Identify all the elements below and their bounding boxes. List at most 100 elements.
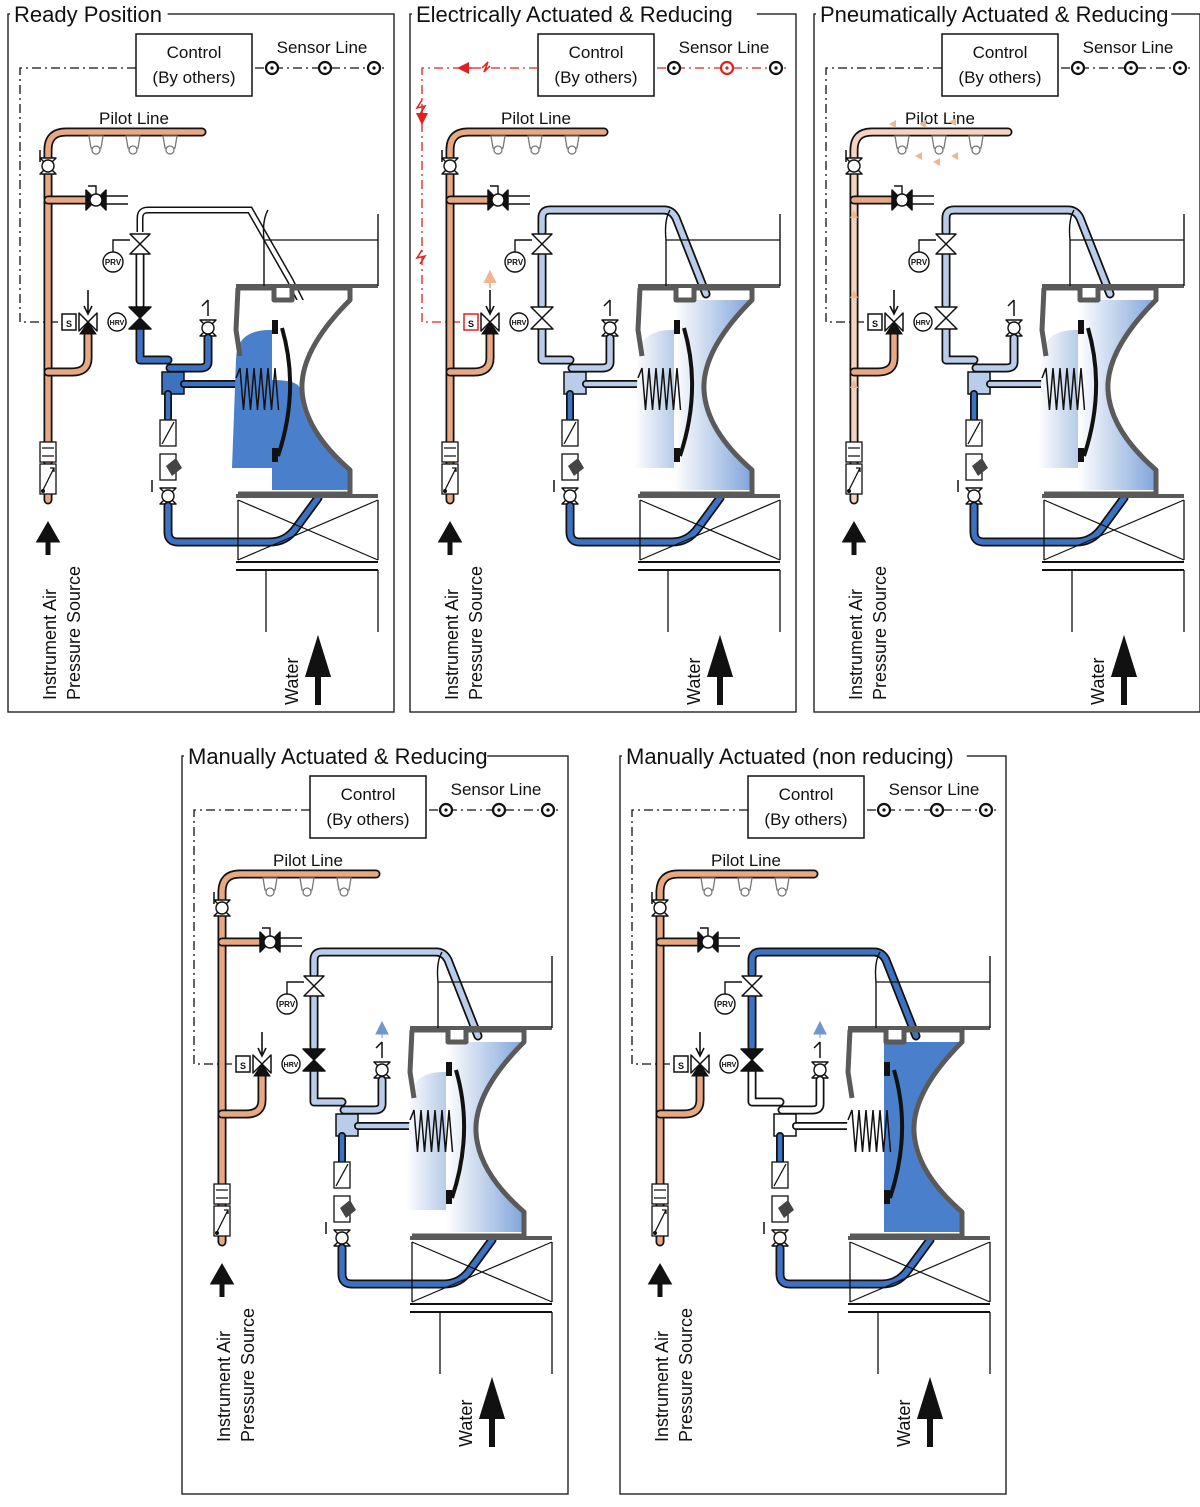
sensor-detector-dot: [270, 66, 274, 70]
sprinkler-deflector-icon: [493, 145, 503, 155]
signal-bolt-icon: [415, 99, 427, 115]
outlet-pipe-outline: [874, 951, 991, 1028]
diaphragm-clamp: [1078, 448, 1084, 462]
sensor-detector-dot: [546, 808, 550, 812]
air-release-arrow-icon: [889, 120, 896, 128]
trim-line-pipe: [537, 325, 575, 365]
sprinkler-head-icon: [527, 135, 543, 149]
valve-body-outline: [850, 1027, 965, 1239]
trim-line-pipe: [747, 1067, 785, 1107]
actuator-valve-port: [885, 321, 903, 335]
drain-outlet-pipe: [106, 195, 128, 205]
sensor-line-label: Sensor Line: [1083, 38, 1174, 57]
sensor-detector-dot: [497, 808, 501, 812]
prv-outlet-pipe-fill: [311, 949, 481, 1039]
release-pipe-fill: [341, 1077, 385, 1113]
actuator-vent-icon: [485, 290, 495, 316]
regulator-dot: [847, 489, 851, 493]
hrv-label: HRV: [916, 320, 931, 327]
valve-bonnet-outline: [233, 287, 243, 357]
inlet-flange: [236, 561, 378, 571]
control-box: [747, 775, 865, 839]
regulator-dot: [41, 489, 45, 493]
regulator-dot: [215, 1231, 219, 1235]
sprinkler-head-icon: [88, 135, 104, 149]
solenoid-box: [463, 313, 479, 331]
hrv-label: HRV: [284, 1062, 299, 1069]
hrv-icon: [509, 312, 529, 332]
air-release-arrow-icon: [919, 120, 926, 128]
air-filter-icon: [651, 1183, 669, 1205]
pilot-drain-ball: [263, 935, 277, 949]
drain-outlet-pipe: [718, 937, 740, 947]
solenoid-label: S: [468, 319, 474, 329]
solenoid-label: S: [872, 319, 878, 329]
control-sublabel: (By others): [326, 810, 409, 829]
sprinkler-deflector-icon: [128, 145, 138, 155]
control-signal-line: [421, 67, 538, 323]
control-box: [135, 33, 253, 97]
sprinkler-deflector-icon: [265, 887, 275, 897]
panel-frame: [7, 13, 395, 713]
trim-line-pipe: [309, 1067, 347, 1107]
prv-valve-icon: [129, 233, 151, 255]
release-vent-icon: [1007, 299, 1015, 316]
water-inlet-arrow-icon: [478, 1376, 506, 1447]
control-sublabel: (By others): [152, 68, 235, 87]
diaphragm-spring-icon: [637, 367, 682, 411]
prv-sense-line: [112, 239, 130, 252]
pilot-drain-ball: [701, 935, 715, 949]
sprinkler-head-icon: [490, 135, 506, 149]
pilot-isolation-valve-icon-ball: [215, 901, 229, 915]
check-valve-mark: [340, 1200, 356, 1218]
air-filter-icon: [441, 441, 459, 463]
control-label: Control: [569, 43, 624, 62]
sprinkler-head-icon: [774, 877, 790, 891]
panel-pneumatic: Pneumatically Actuated & Reducing Control…: [813, 2, 1200, 713]
release-pipe: [971, 333, 1019, 373]
prv-label: PRV: [911, 258, 928, 267]
actuator-valve-port: [79, 321, 97, 335]
sprinkler-head-icon: [894, 135, 910, 149]
air-release-arrow-icon: [915, 152, 922, 160]
diaphragm-icon: [678, 327, 695, 457]
manual-release-valve-icon: [740, 1048, 764, 1072]
prv-label: PRV: [507, 258, 524, 267]
release-pipe: [165, 333, 213, 373]
sensor-line-label: Sensor Line: [277, 38, 368, 57]
actuator-vent-icon: [889, 290, 899, 316]
diaphragm-clamp: [1078, 320, 1084, 334]
hrv-icon: [913, 312, 933, 332]
pilot-line-label: Pilot Line: [905, 109, 975, 128]
pilot-line-label: Pilot Line: [99, 109, 169, 128]
air-source-label: Instrument Air: [652, 1331, 672, 1442]
sprinkler-deflector-icon: [567, 145, 577, 155]
pilot-drain-ball: [491, 193, 505, 207]
hrv-icon: [107, 312, 127, 332]
inlet-fitting-cross: [237, 499, 379, 561]
control-box: [309, 775, 427, 839]
panel-manual_reducing: Manually Actuated & Reducing Control (By o…: [181, 744, 569, 1495]
pilot-line-label: Pilot Line: [273, 851, 343, 870]
title-mask: [816, 2, 1172, 28]
sprinkler-head-icon: [737, 877, 753, 891]
control-signal-line: [825, 67, 942, 323]
release-vent-icon: [813, 1041, 821, 1058]
diaphragm-clamp: [674, 320, 680, 334]
valve-bonnet-outline: [845, 1029, 855, 1099]
diaphragm-icon: [888, 1069, 905, 1199]
water-label: Water: [456, 1400, 476, 1447]
inlet-fitting-cross: [849, 1241, 991, 1303]
control-signal-line: [193, 809, 310, 1065]
inlet-pipe-outline: [237, 500, 379, 560]
panel-title: Manually Actuated & Reducing: [188, 744, 488, 769]
title-mask: [10, 2, 168, 28]
sprinkler-deflector-icon: [703, 887, 713, 897]
check-valve-mark: [972, 458, 988, 476]
panel-electric: Electrically Actuated & Reducing Control (…: [409, 2, 797, 713]
air-source-sublabel: Pressure Source: [676, 1308, 696, 1442]
valve-body-outline: [238, 285, 353, 497]
air-vent-arrow-icon: [483, 269, 497, 288]
sensor-detector-dot: [444, 808, 448, 812]
panel-title: Pneumatically Actuated & Reducing: [820, 2, 1169, 27]
